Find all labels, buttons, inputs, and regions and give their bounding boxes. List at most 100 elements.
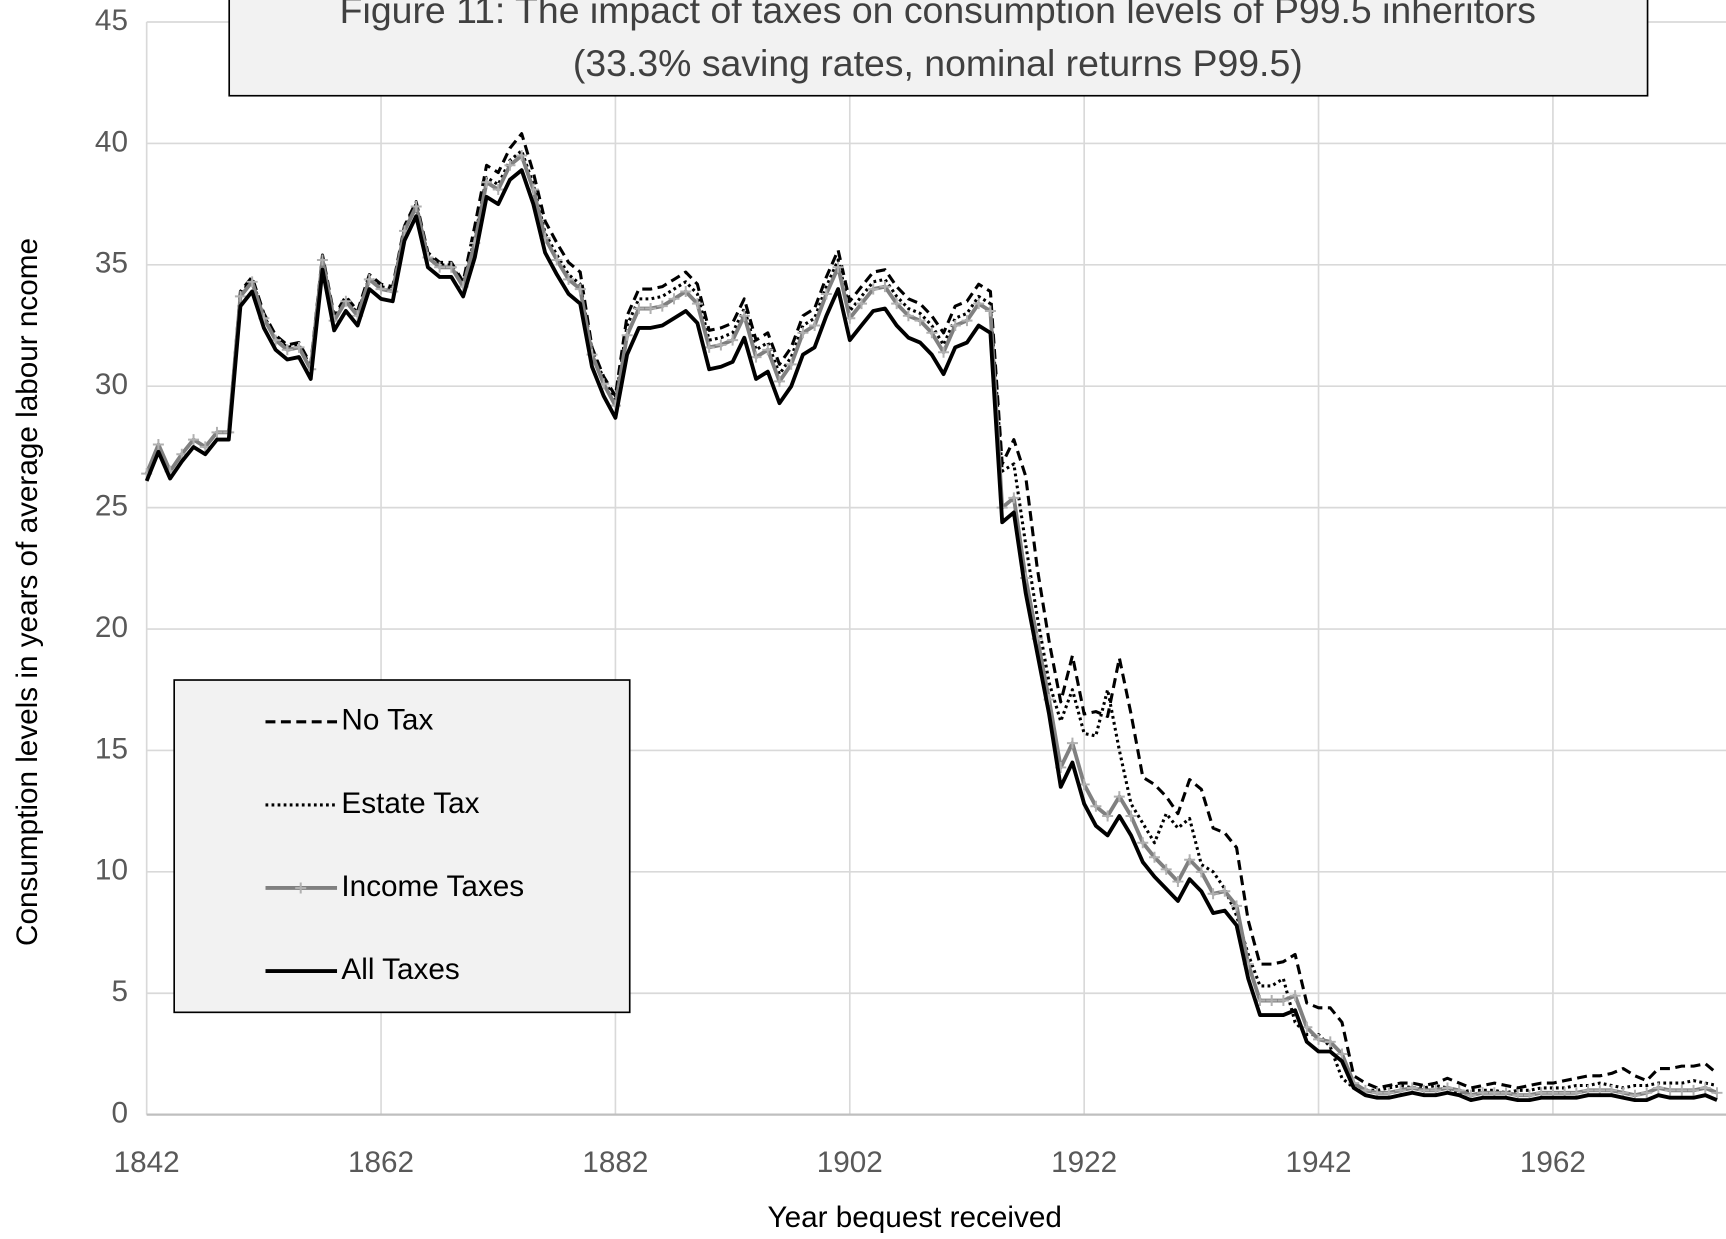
point-marker <box>762 344 774 356</box>
point-marker <box>340 295 352 307</box>
point-marker <box>551 254 563 266</box>
point-marker <box>1160 863 1172 875</box>
point-marker <box>1113 791 1125 803</box>
point-marker <box>492 184 504 196</box>
point-marker <box>1184 854 1196 866</box>
point-marker <box>1336 1048 1348 1060</box>
point-marker <box>891 298 903 310</box>
y-tick-label: 5 <box>111 975 128 1008</box>
y-tick-label: 30 <box>95 368 128 401</box>
point-marker <box>188 434 200 446</box>
point-marker <box>633 303 645 315</box>
legend-marker <box>295 882 307 894</box>
point-marker <box>234 290 246 302</box>
point-marker <box>797 327 809 339</box>
point-marker <box>727 334 739 346</box>
point-marker <box>481 176 493 188</box>
point-marker <box>773 375 785 387</box>
point-marker <box>750 351 762 363</box>
point-marker <box>246 276 258 288</box>
point-marker <box>656 300 668 312</box>
x-tick-label: 1942 <box>1286 1146 1352 1179</box>
labels: 0 5 10 15 20 25 30 35 40 45 1842 1862 1882 1902 1922 19… <box>95 4 1586 1179</box>
y-tick-label: 0 <box>111 1097 128 1130</box>
point-marker <box>1125 810 1137 822</box>
point-marker <box>867 283 879 295</box>
point-marker <box>281 344 293 356</box>
point-marker <box>621 329 633 341</box>
point-marker <box>785 358 797 370</box>
point-marker <box>504 159 516 171</box>
point-marker <box>563 273 575 285</box>
point-marker <box>820 288 832 300</box>
point-marker <box>902 310 914 322</box>
point-marker <box>1676 1084 1688 1096</box>
x-axis-title: Year bequest received <box>768 1201 1062 1234</box>
point-marker <box>445 261 457 273</box>
x-tick-label: 1922 <box>1051 1146 1117 1179</box>
point-marker <box>832 261 844 273</box>
point-marker <box>1324 1036 1336 1048</box>
point-marker <box>1207 888 1219 900</box>
point-marker <box>961 315 973 327</box>
point-marker <box>375 283 387 295</box>
point-marker <box>914 315 926 327</box>
point-marker <box>738 310 750 322</box>
point-marker <box>1313 1033 1325 1045</box>
point-marker <box>809 320 821 332</box>
y-tick-label: 40 <box>95 125 128 158</box>
x-tick-label: 1902 <box>817 1146 883 1179</box>
point-marker <box>1231 900 1243 912</box>
y-tick-label: 35 <box>95 247 128 280</box>
point-marker <box>1641 1087 1653 1099</box>
point-marker <box>1008 492 1020 504</box>
series-line <box>144 168 1718 1103</box>
point-marker <box>856 298 868 310</box>
point-marker <box>680 286 692 298</box>
point-marker <box>1266 995 1278 1007</box>
chart-title: Figure 11: The impact of taxes on consum… <box>340 0 1536 31</box>
x-tick-label: 1862 <box>348 1146 414 1179</box>
y-tick-label: 20 <box>95 611 128 644</box>
y-axis-title: Consumption levels in years of average l… <box>11 238 44 946</box>
point-marker <box>1090 800 1102 812</box>
point-marker <box>668 293 680 305</box>
point-marker <box>938 346 950 358</box>
title-box <box>228 0 1649 97</box>
point-marker <box>1652 1082 1664 1094</box>
point-marker <box>691 298 703 310</box>
point-marker <box>211 426 223 438</box>
x-tick-label: 1842 <box>114 1146 180 1179</box>
point-marker <box>1699 1082 1711 1094</box>
y-tick-label: 25 <box>95 489 128 522</box>
legend-box <box>173 679 631 1014</box>
point-marker <box>410 201 422 213</box>
point-marker <box>1711 1087 1723 1099</box>
y-tick-label: 15 <box>95 732 128 765</box>
point-marker <box>1148 851 1160 863</box>
point-marker <box>879 281 891 293</box>
legend-label: Estate Tax <box>341 787 479 820</box>
legend: No Tax Estate Tax Income Taxes All Taxes <box>173 679 631 1014</box>
point-marker <box>1137 837 1149 849</box>
series-layer <box>141 132 1723 1103</box>
point-marker <box>152 438 164 451</box>
point-marker <box>949 320 961 332</box>
point-marker <box>1102 810 1114 822</box>
point-marker <box>1277 995 1289 1007</box>
point-marker <box>1688 1084 1700 1096</box>
point-marker <box>1219 885 1231 897</box>
point-marker <box>293 341 305 353</box>
point-marker <box>645 303 657 315</box>
point-marker <box>1195 866 1207 878</box>
point-marker <box>316 254 328 266</box>
point-marker <box>1172 876 1184 888</box>
point-marker <box>1289 990 1301 1002</box>
legend-label: No Tax <box>341 704 433 737</box>
point-marker <box>1066 737 1078 749</box>
chart-subtitle: (33.3% saving rates, nominal returns P99… <box>573 42 1303 84</box>
y-tick-label: 10 <box>95 854 128 887</box>
point-marker <box>1664 1084 1676 1096</box>
y-tick-label: 45 <box>95 4 128 37</box>
